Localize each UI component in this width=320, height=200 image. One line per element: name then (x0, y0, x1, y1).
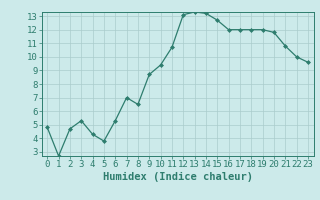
X-axis label: Humidex (Indice chaleur): Humidex (Indice chaleur) (103, 172, 252, 182)
